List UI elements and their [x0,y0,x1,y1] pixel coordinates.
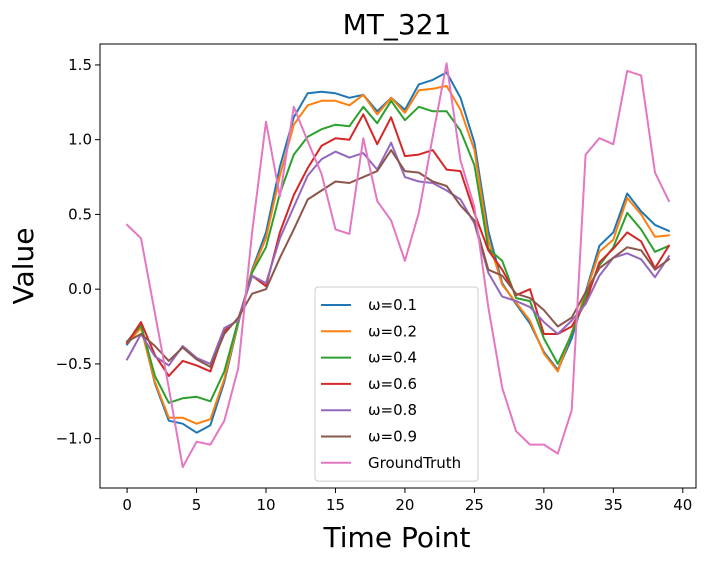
legend-label-0: ω=0.1 [368,296,417,314]
legend-label-2: ω=0.4 [368,349,417,367]
x-tick-label: 5 [192,496,202,514]
series-line-5 [125,149,671,368]
legend-label-1: ω=0.2 [368,322,417,340]
legend-box [314,286,479,482]
y-tick-label: −1.0 [56,430,92,448]
legend-label-3: ω=0.6 [368,375,417,393]
plot-frame [99,43,697,489]
series-line-6 [125,62,671,469]
x-axis-ticks: 0 5 10 15 20 25 30 35 40 [122,488,692,514]
x-tick-label: 25 [465,496,484,514]
y-tick-label: −0.5 [56,355,92,373]
x-tick-label: 20 [395,496,414,514]
y-axis-ticks: −1.0 −0.5 0.0 0.5 1.0 1.5 [56,56,100,448]
plot-lines [125,62,671,469]
x-tick-label: 30 [534,496,553,514]
y-axis-label: Value [7,228,40,305]
y-tick-label: 0.5 [68,205,92,223]
chart-title: MT_321 [343,8,452,41]
x-tick-label: 35 [604,496,623,514]
y-tick-label: 0.0 [68,280,92,298]
x-tick-label: 15 [326,496,345,514]
legend-label-6: GroundTruth [368,454,461,472]
legend-label-4: ω=0.8 [368,401,417,419]
y-tick-label: 1.5 [68,56,92,74]
legend: ω=0.1 ω=0.2 ω=0.4 ω=0.6 ω=0.8 ω=0.9 GroundTrut… [314,286,479,482]
x-tick-label: 40 [673,496,692,514]
legend-label-5: ω=0.9 [368,428,417,446]
x-axis-label: Time Point [323,521,471,554]
y-tick-label: 1.0 [68,131,92,149]
x-tick-label: 0 [122,496,132,514]
x-tick-label: 10 [256,496,275,514]
